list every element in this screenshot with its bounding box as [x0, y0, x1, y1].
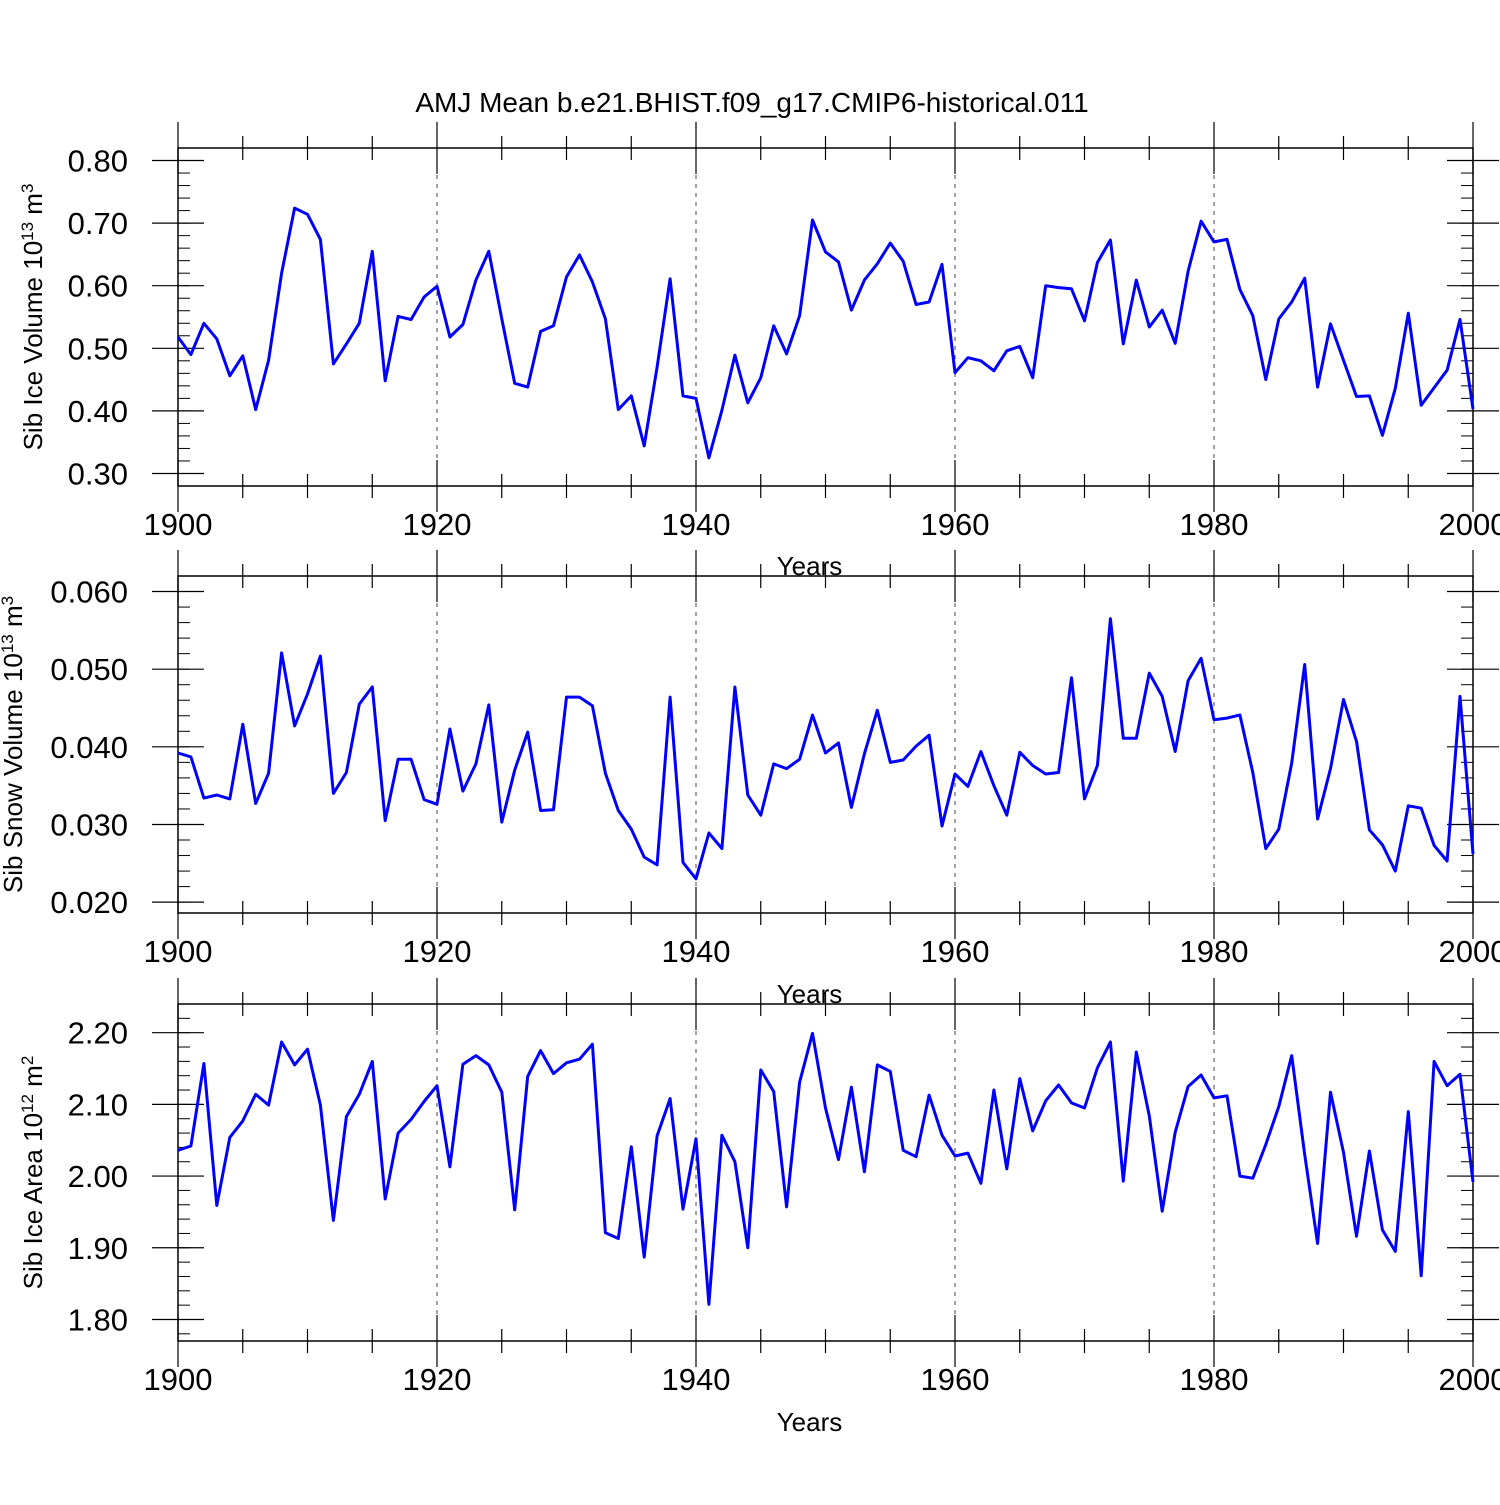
y-tick-label: 0.050 [50, 652, 128, 687]
y-tick-label: 0.40 [68, 394, 128, 429]
x-tick-label: 1900 [144, 1362, 213, 1397]
y-tick-label: 2.10 [68, 1087, 128, 1122]
y-axis-title-text: Sib Ice Volume 10 [18, 241, 48, 451]
x-tick-label: 1940 [662, 1362, 731, 1397]
x-tick-label: 1960 [921, 507, 990, 542]
y-tick-label: 0.030 [50, 807, 128, 842]
x-tick-label: 1980 [1180, 934, 1249, 969]
y-tick-label: 0.040 [50, 730, 128, 765]
x-tick-label: 1980 [1180, 507, 1249, 542]
y-axis-title-unit: m [18, 1065, 48, 1094]
x-tick-label: 1920 [403, 934, 472, 969]
x-tick-label: 2000 [1439, 934, 1500, 969]
y-tick-label: 0.60 [68, 269, 128, 304]
y-axis-title-exponent: 13 [0, 634, 17, 653]
y-axis-title-unit-exponent: 3 [0, 596, 17, 605]
y-tick-label: 0.50 [68, 331, 128, 366]
x-tick-label: 2000 [1439, 1362, 1500, 1397]
x-tick-label: 1940 [662, 507, 731, 542]
y-tick-label: 2.00 [68, 1159, 128, 1194]
y-axis-title: Sib Ice Area 1012 m2 [18, 1056, 49, 1290]
x-tick-label: 1940 [662, 934, 731, 969]
y-tick-label: 0.020 [50, 885, 128, 920]
series-line-1 [178, 1033, 1473, 1304]
y-tick-label: 1.90 [68, 1231, 128, 1266]
chart-panel-2: 1900 1920 1940 1960 1980 2000 0.020 0.030 0.040 0… [0, 550, 1500, 1009]
y-axis-title: Sib Snow Volume 1013 m3 [0, 596, 28, 893]
x-tick-label: 1920 [403, 1362, 472, 1397]
x-tick-label: 1980 [1180, 1362, 1249, 1397]
plot-frame [178, 1004, 1473, 1341]
x-tick-label: 1900 [144, 934, 213, 969]
y-axis-title: Sib Ice Volume 1013 m3 [18, 184, 49, 451]
x-tick-label: 1920 [403, 507, 472, 542]
chart-title: AMJ Mean b.e21.BHIST.f09_g17.CMIP6-histo… [415, 87, 1088, 118]
chart-panel-1: 1900 1920 1940 1960 1980 2000 0.30 0.40 0.50 0.60… [18, 122, 1500, 581]
y-tick-label: 0.80 [68, 144, 128, 179]
x-tick-label: 2000 [1439, 507, 1500, 542]
y-axis-title-text: Sib Snow Volume 10 [0, 653, 28, 893]
y-axis-title-unit: m [18, 193, 48, 222]
plot-frame [178, 576, 1473, 913]
chart-panel-3: 1900 1920 1940 1960 1980 2000 1.80 1.90 2.00 2.10… [18, 978, 1500, 1437]
y-tick-label: 0.060 [50, 575, 128, 610]
y-tick-label: 2.20 [68, 1016, 128, 1051]
series-line-1 [178, 619, 1473, 879]
x-tick-label: 1960 [921, 1362, 990, 1397]
y-axis-title-exponent: 13 [18, 222, 37, 241]
y-tick-label: 0.30 [68, 456, 128, 491]
y-tick-label: 0.70 [68, 206, 128, 241]
x-tick-label: 1960 [921, 934, 990, 969]
x-axis-title: Years [777, 1407, 843, 1437]
y-axis-title-unit-exponent: 2 [18, 1056, 37, 1065]
y-axis-title-exponent: 12 [18, 1094, 37, 1113]
y-axis-title-unit-exponent: 3 [18, 184, 37, 193]
x-tick-label: 1900 [144, 507, 213, 542]
y-tick-label: 1.80 [68, 1302, 128, 1337]
y-axis-title-unit: m [0, 605, 28, 634]
series-line-1 [178, 208, 1473, 458]
y-axis-title-text: Sib Ice Area 10 [18, 1113, 48, 1289]
